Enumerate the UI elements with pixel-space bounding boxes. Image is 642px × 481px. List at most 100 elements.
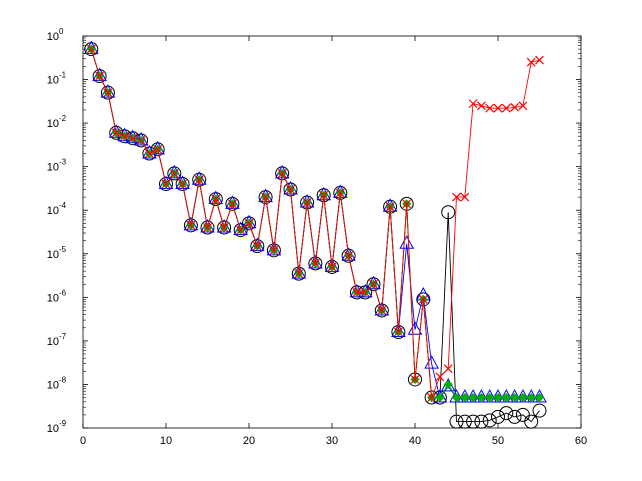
plot-area (82, 35, 582, 429)
data-point-x (236, 225, 246, 235)
y-tick-exponent: -4 (59, 201, 67, 210)
data-point-x (335, 188, 345, 198)
x-tick-label: 50 (492, 435, 504, 447)
data-point-circle (441, 205, 456, 220)
y-tick-label: 10 (47, 292, 59, 304)
data-point-x (360, 287, 370, 297)
data-point-x (410, 375, 420, 384)
data-point-diamond (485, 392, 495, 403)
data-point-x (476, 101, 486, 111)
x-axis: 0 10 20 30 40 50 60 (80, 36, 587, 447)
data-point-circle (474, 414, 489, 429)
data-point-x (261, 192, 271, 202)
data-point-x (369, 279, 378, 289)
y-tick-exponent: -5 (59, 245, 67, 254)
y-tick-exponent: -7 (59, 332, 67, 341)
data-point-circle (532, 403, 547, 418)
data-point-x (227, 199, 237, 209)
y-tick-label: 10 (47, 162, 59, 174)
data-point-x (169, 168, 179, 178)
data-point-x (452, 192, 461, 202)
y-tick-label: 10 (47, 336, 59, 348)
data-point-x (468, 99, 478, 109)
x-tick-label: 30 (326, 435, 338, 447)
data-point-x (501, 103, 511, 113)
data-point-x (344, 251, 354, 261)
y-tick-exponent: -9 (59, 419, 67, 428)
data-point-x (219, 223, 229, 232)
y-tick-exponent: -2 (59, 114, 67, 123)
data-point-x (493, 103, 503, 113)
series-layer (83, 40, 547, 429)
y-tick-label: 10 (47, 31, 59, 43)
data-point-x (385, 202, 395, 212)
data-point-circle (482, 413, 497, 428)
data-point-x (435, 372, 445, 382)
data-point-x (128, 133, 138, 143)
y-tick-label: 10 (47, 423, 59, 435)
data-point-diamond (451, 392, 462, 403)
data-point-x (194, 175, 204, 185)
data-point-x (111, 128, 121, 138)
data-point-x (86, 44, 96, 54)
data-point-x (120, 131, 129, 141)
data-point-x (310, 259, 320, 268)
y-tick-label: 10 (47, 75, 59, 87)
y-tick-label: 10 (47, 379, 59, 391)
data-point-x (103, 88, 113, 98)
x-tick-label: 60 (575, 435, 587, 447)
data-point-x (535, 55, 544, 65)
data-point-x (402, 199, 412, 209)
y-tick-label: 10 (47, 118, 59, 130)
data-point-x (178, 179, 188, 189)
data-point-diamond (443, 379, 453, 390)
data-point-x (294, 269, 304, 279)
data-point-x (460, 192, 470, 202)
data-point-x (144, 149, 154, 158)
data-point-circle (524, 414, 539, 429)
x-tick-label: 0 (80, 435, 86, 447)
data-point-diamond (534, 392, 545, 403)
data-point-x (286, 185, 295, 194)
y-tick-exponent: -3 (59, 158, 67, 167)
data-point-x (377, 306, 387, 315)
data-point-x (518, 101, 528, 111)
data-point-x (485, 103, 495, 113)
y-tick-exponent: 0 (59, 27, 64, 36)
series-circle (84, 42, 547, 429)
data-point-x (95, 71, 105, 81)
data-point-diamond (518, 392, 528, 403)
data-point-x (244, 218, 254, 228)
data-point-diamond (460, 392, 470, 403)
data-point-triangle (407, 321, 423, 335)
x-tick-label: 40 (409, 435, 421, 447)
y-tick-label: 10 (47, 249, 59, 261)
data-point-x (443, 364, 453, 374)
series-x (86, 44, 544, 402)
data-point-diamond (435, 392, 445, 403)
data-point-diamond (476, 392, 486, 403)
data-point-circle (499, 406, 514, 421)
x-tick-label: 20 (243, 435, 255, 447)
data-point-x (319, 190, 329, 200)
data-point-x (136, 136, 146, 145)
data-point-x (526, 57, 536, 67)
data-point-circle (457, 414, 472, 429)
data-point-x (277, 168, 287, 178)
data-point-x (186, 220, 196, 230)
data-point-diamond (493, 392, 503, 403)
data-point-triangle (399, 235, 415, 249)
y-tick-exponent: -8 (59, 375, 67, 384)
data-point-diamond (526, 392, 536, 403)
data-point-circle (449, 414, 464, 429)
x-tick-label: 10 (160, 435, 172, 447)
data-point-x (252, 241, 262, 251)
data-point-circle (466, 414, 481, 429)
data-point-x (211, 194, 221, 204)
data-point-x (302, 198, 312, 207)
data-point-circle (491, 409, 505, 424)
data-point-x (153, 144, 163, 154)
y-tick-exponent: -1 (59, 71, 67, 80)
